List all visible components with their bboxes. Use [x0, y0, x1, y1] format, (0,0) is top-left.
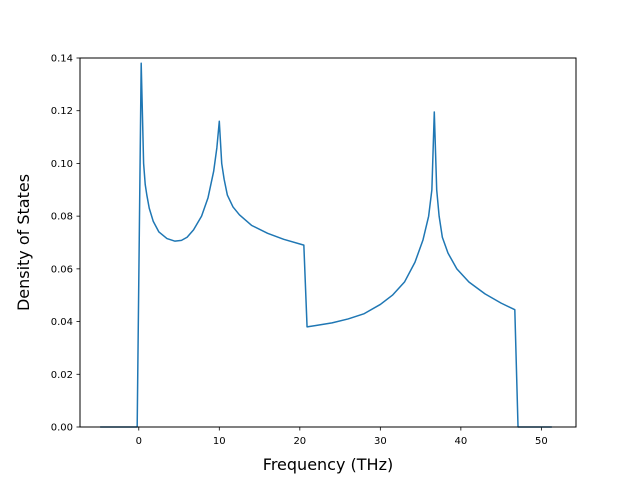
- x-axis-label: Frequency (THz): [263, 455, 393, 474]
- y-tick-label: 0.10: [51, 159, 73, 170]
- y-tick-label: 0.14: [51, 54, 73, 65]
- ticks-layer: 0 10 20 30 40 50 0.00 0.02 0.04 0.06 0.08 0.10 0.12 0…: [51, 54, 548, 448]
- x-tick-label: 0: [136, 436, 142, 447]
- plot-frame: [79, 57, 577, 428]
- y-tick-label: 0.08: [51, 212, 73, 223]
- x-tick-label: 20: [293, 436, 306, 447]
- y-tick-label: 0.06: [51, 264, 73, 275]
- x-tick-label: 50: [535, 436, 548, 447]
- y-axis-label: Density of States: [14, 174, 33, 311]
- density-of-states-line: [100, 62, 552, 428]
- y-tick-label: 0.04: [51, 317, 73, 328]
- y-tick-label: 0.02: [51, 370, 73, 381]
- y-tick-label: 0.12: [51, 106, 73, 117]
- x-tick-label: 40: [454, 436, 467, 447]
- y-tick-label: 0.00: [51, 423, 73, 434]
- x-tick-label: 30: [374, 436, 387, 447]
- x-tick-label: 10: [213, 436, 226, 447]
